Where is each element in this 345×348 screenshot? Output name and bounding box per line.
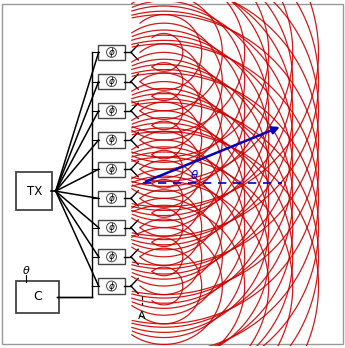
Text: $\phi$: $\phi$	[108, 46, 115, 59]
Text: $\phi$: $\phi$	[108, 250, 115, 263]
FancyBboxPatch shape	[16, 172, 52, 210]
FancyBboxPatch shape	[98, 220, 126, 235]
Text: $\phi$: $\phi$	[108, 221, 115, 234]
FancyBboxPatch shape	[98, 103, 126, 118]
Text: TX: TX	[27, 185, 42, 198]
FancyBboxPatch shape	[98, 249, 126, 264]
Text: C: C	[33, 290, 42, 303]
Text: $\phi$: $\phi$	[108, 75, 115, 88]
Text: A: A	[138, 311, 145, 322]
Text: $\phi$: $\phi$	[108, 192, 115, 205]
FancyBboxPatch shape	[98, 191, 126, 206]
Text: $\phi$: $\phi$	[108, 279, 115, 293]
FancyBboxPatch shape	[98, 161, 126, 177]
Text: $\phi$: $\phi$	[108, 104, 115, 117]
FancyBboxPatch shape	[98, 133, 126, 148]
Text: $\theta$: $\theta$	[190, 169, 199, 182]
Text: $\phi$: $\phi$	[108, 163, 115, 176]
Text: $\phi$: $\phi$	[108, 134, 115, 147]
Text: $\theta$: $\theta$	[22, 264, 31, 276]
FancyBboxPatch shape	[16, 280, 59, 313]
FancyBboxPatch shape	[98, 45, 126, 60]
FancyBboxPatch shape	[98, 74, 126, 89]
FancyBboxPatch shape	[98, 278, 126, 294]
